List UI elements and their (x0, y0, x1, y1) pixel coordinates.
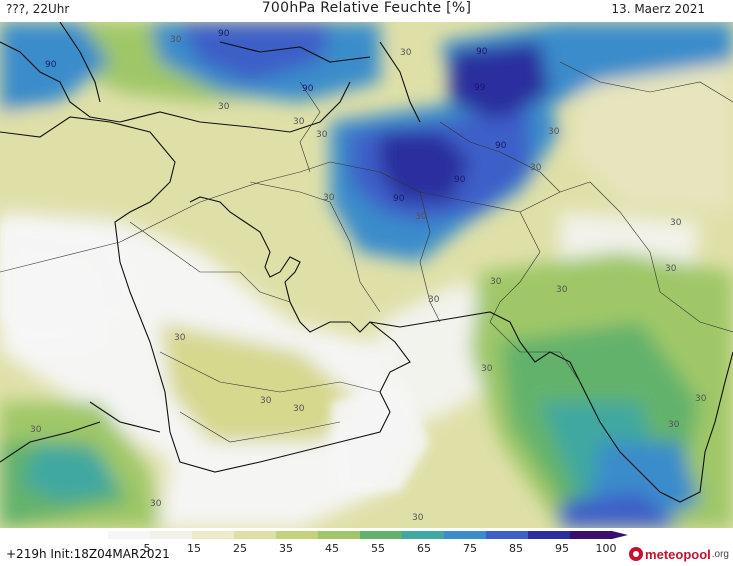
contour-label: 30 (400, 48, 412, 58)
contour-label: 90 (454, 175, 466, 185)
colorbar-segment (318, 531, 361, 539)
colorbar-tick-label: 95 (555, 542, 569, 555)
logo-text: meteopool (645, 546, 711, 562)
contour-label: 30 (481, 364, 493, 374)
colorbar-tick-label: 15 (187, 542, 201, 555)
contour-label: 30 (30, 425, 42, 435)
colorbar-segment (528, 531, 571, 539)
colorbar-segment (276, 531, 319, 539)
colorbar-segment (192, 531, 235, 539)
colorbar-tick-label: 45 (325, 542, 339, 555)
contour-label: 30 (293, 117, 305, 127)
contour-label: 30 (670, 218, 682, 228)
contour-label: 30 (218, 102, 230, 112)
contour-label: 30 (530, 163, 542, 173)
map-title: 700hPa Relative Feuchte [%] (261, 0, 472, 16)
contour-label: 30 (174, 333, 186, 343)
colorbar: 5 15 25 35 45 55 65 75 85 95 100 (0, 528, 733, 566)
run-info: +219h Init:18Z04MAR2021 (6, 547, 170, 561)
colorbar-segment (150, 531, 193, 539)
map-header: ???, 22Uhr 700hPa Relative Feuchte [%] 1… (0, 0, 733, 22)
colorbar-tick-label: 25 (233, 542, 247, 555)
colorbar-scale (108, 531, 628, 539)
contour-label: 30 (415, 212, 427, 222)
colorbar-tick-label: 75 (463, 542, 477, 555)
contour-label: 30 (665, 264, 677, 274)
meteopool-logo[interactable]: meteopool .org (629, 545, 729, 563)
colorbar-segment (234, 531, 277, 539)
humidity-map: 90 30 90 30 90 99 30 30 90 90 30 30 30 3… (0, 22, 733, 528)
colorbar-segment (486, 531, 529, 539)
colorbar-segment (402, 531, 445, 539)
valid-time-label: ???, 22Uhr (6, 2, 70, 16)
colorbar-segment (570, 531, 613, 539)
colorbar-tick-label: 35 (279, 542, 293, 555)
contour-label: 30 (170, 35, 182, 45)
colorbar-tick-label: 65 (417, 542, 431, 555)
contour-label: 30 (695, 394, 707, 404)
contour-label: 30 (556, 285, 568, 295)
country-borders (0, 61, 733, 443)
contour-label: 30 (490, 277, 502, 287)
colorbar-segment (444, 531, 487, 539)
contour-label: 30 (293, 404, 305, 414)
colorbar-tick-label: 5 (143, 542, 151, 555)
contour-label: 90 (218, 29, 230, 39)
contour-label: 30 (548, 127, 560, 137)
logo-icon (629, 547, 644, 561)
contour-label: 90 (45, 60, 57, 70)
contour-label: 90 (393, 194, 405, 204)
contour-label: 30 (668, 420, 680, 430)
contour-label: 30 (260, 396, 272, 406)
dry-bands (0, 222, 430, 492)
contour-label: 30 (150, 499, 162, 509)
colorbar-arrow (612, 531, 628, 539)
contour-label: 99 (474, 83, 486, 93)
contour-label: 90 (495, 141, 507, 151)
contour-label: 90 (476, 47, 488, 57)
valid-date-label: 13. Maerz 2021 (611, 2, 705, 16)
contour-label: 30 (316, 130, 328, 140)
colorbar-tick-label: 55 (371, 542, 385, 555)
colorbar-tick-label: 100 (595, 542, 617, 555)
logo-tld: .org (711, 548, 729, 560)
contour-label: 30 (323, 193, 335, 203)
contour-labels: 90 30 90 30 90 99 30 30 90 90 30 30 30 3… (30, 29, 707, 523)
contour-label: 90 (302, 84, 314, 94)
colorbar-tick-label: 85 (509, 542, 523, 555)
colorbar-segment (360, 531, 403, 539)
colorbar-segment (108, 531, 151, 539)
contour-label: 30 (412, 513, 424, 523)
contour-label: 30 (428, 295, 440, 305)
